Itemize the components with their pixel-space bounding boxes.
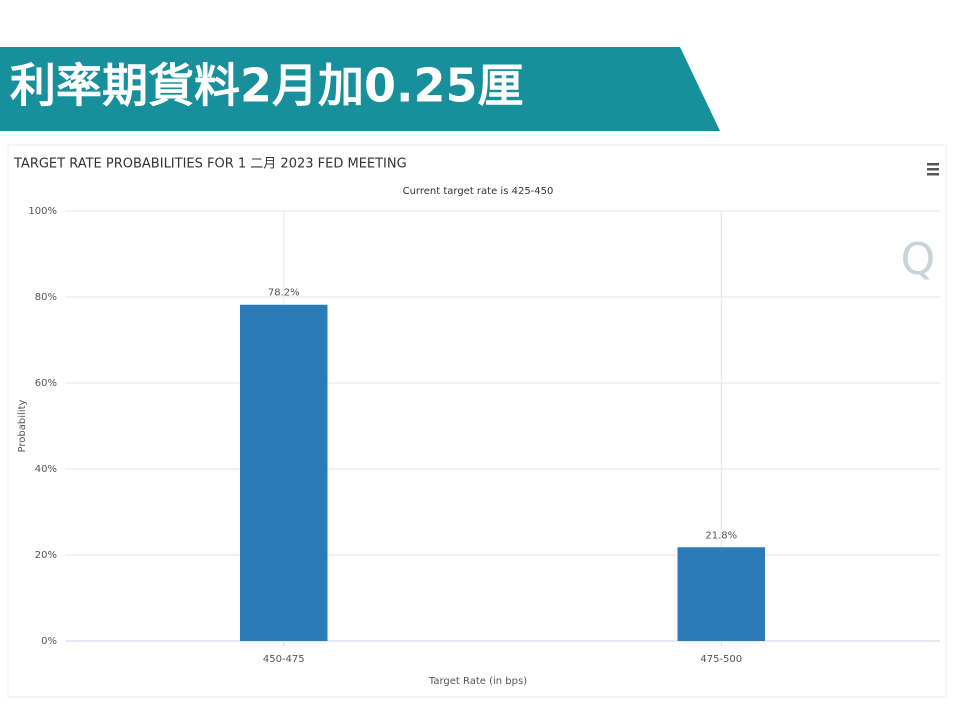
data-label: 78.2% <box>268 288 300 299</box>
menu-icon[interactable] <box>927 163 939 176</box>
menu-bar <box>927 173 939 176</box>
chart-frame <box>7 144 947 698</box>
y-tick-label: 20% <box>35 550 57 561</box>
x-tick-label: 450-475 <box>263 654 305 665</box>
bar <box>240 304 328 641</box>
y-tick-label: 80% <box>35 292 57 303</box>
menu-bar <box>927 163 939 166</box>
banner-title: 利率期貨料2月加0.25厘 <box>10 59 524 113</box>
y-tick-label: 100% <box>28 206 57 217</box>
y-tick-label: 40% <box>35 464 57 475</box>
y-tick-label: 60% <box>35 378 57 389</box>
bar <box>677 547 765 641</box>
x-axis-label: Target Rate (in bps) <box>428 676 527 687</box>
data-label: 21.8% <box>705 530 737 541</box>
menu-bar <box>927 168 939 171</box>
chart-title: TARGET RATE PROBABILITIES FOR 1 二月 2023 … <box>13 157 407 172</box>
banner-shape <box>0 47 720 131</box>
chart-subtitle: Current target rate is 425-450 <box>403 186 554 197</box>
logo: Q <box>901 234 936 285</box>
x-tick-label: 475-500 <box>700 654 742 665</box>
y-tick-label: 0% <box>41 636 57 647</box>
y-axis-label: Probability <box>17 399 28 452</box>
